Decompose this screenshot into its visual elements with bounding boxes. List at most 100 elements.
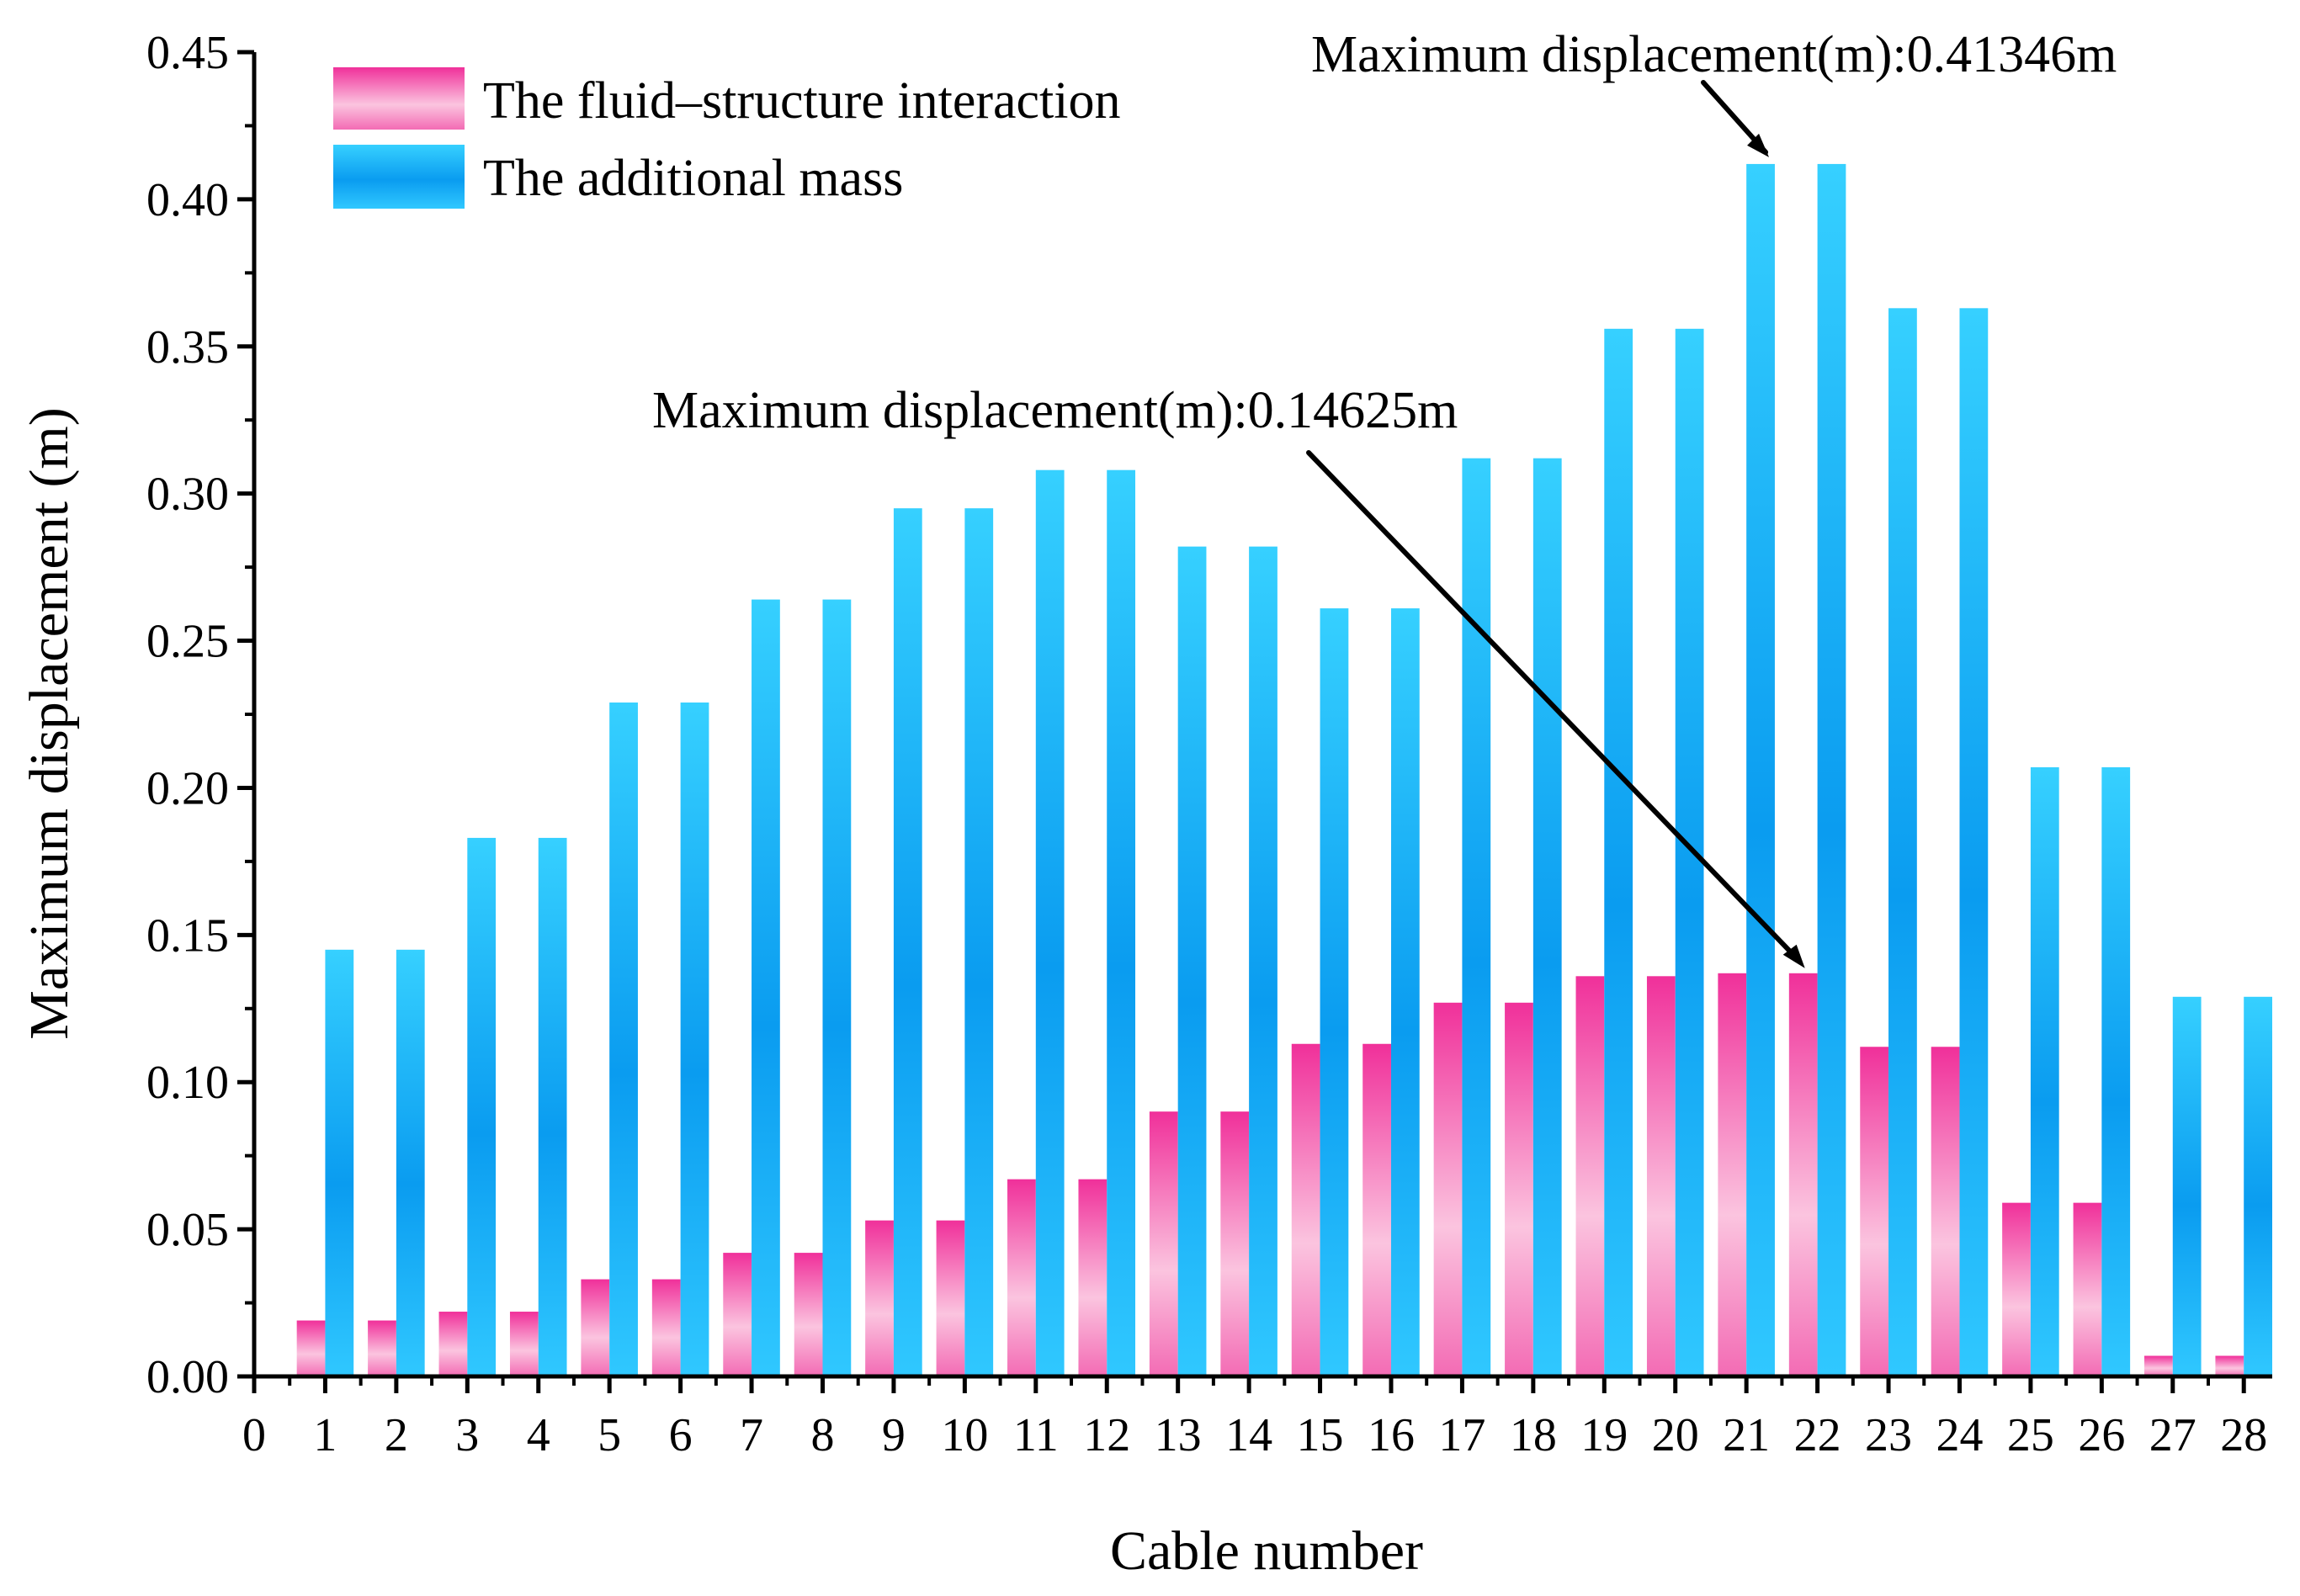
added-mass-bar <box>609 703 638 1376</box>
annotations-group: Maximum displacement(m):0.41346m Maximum … <box>652 26 2117 968</box>
x-tick-label: 13 <box>1155 1409 1202 1461</box>
added-mass-bar <box>1107 469 1136 1376</box>
x-tick-label: 5 <box>598 1409 621 1461</box>
added-mass-bar <box>396 949 425 1376</box>
y-tick-label: 0.35 <box>146 321 229 374</box>
bars-group <box>296 163 2272 1377</box>
fsi-bar <box>1718 973 1747 1376</box>
added-mass-bar <box>1320 608 1349 1376</box>
x-axis-title: Cable number <box>1110 1520 1423 1582</box>
added-mass-bar <box>1532 458 1562 1376</box>
added-mass-bar <box>1249 546 1277 1376</box>
added-mass-bar <box>964 508 994 1377</box>
added-mass-bar <box>1959 308 1989 1377</box>
annotation-max-additional-mass: Maximum displacement(m):0.41346m <box>1311 26 2117 83</box>
x-tick-label: 6 <box>669 1409 693 1461</box>
x-tick-label: 3 <box>455 1409 479 1461</box>
added-mass-bar <box>1817 163 1846 1377</box>
y-tick-label: 0.15 <box>146 909 229 962</box>
x-tick-label: 21 <box>1723 1409 1770 1461</box>
legend-swatch-fluid-structure <box>333 67 465 130</box>
added-mass-bar <box>538 837 567 1376</box>
fsi-bar <box>1007 1179 1036 1376</box>
x-tick-label: 22 <box>1794 1409 1841 1461</box>
annotation-max-fsi: Maximum displacement(m):0.14625m <box>652 382 1458 439</box>
added-mass-bar <box>2101 766 2131 1376</box>
fsi-bar <box>1505 1002 1533 1376</box>
y-axis-title: Maximum displacement (m) <box>19 407 80 1040</box>
x-tick-label: 12 <box>1083 1409 1130 1461</box>
x-tick-label: 16 <box>1368 1409 1415 1461</box>
x-tick-label: 2 <box>385 1409 408 1461</box>
added-mass-bar <box>1390 608 1420 1376</box>
y-ticks: 0.00 0.05 0.10 0.15 0.20 0.25 0.30 0.35 0.40 0.45 <box>146 27 254 1403</box>
y-tick-label: 0.45 <box>146 27 229 79</box>
x-tick-label: 14 <box>1225 1409 1272 1461</box>
added-mass-bar <box>1675 328 1704 1376</box>
x-tick-label: 27 <box>2149 1409 2196 1461</box>
legend: The fluid–structure interaction The addi… <box>333 67 1121 209</box>
annotation-arrowhead <box>1747 133 1770 157</box>
fsi-bar <box>1575 976 1605 1376</box>
added-mass-bar <box>893 508 922 1377</box>
added-mass-bar <box>2030 766 2059 1376</box>
y-tick-label: 0.10 <box>146 1057 229 1109</box>
x-tick-label: 0 <box>242 1409 266 1461</box>
axes-group: 0.00 0.05 0.10 0.15 0.20 0.25 0.30 0.35 0.40 0.45… <box>146 27 2272 1461</box>
fsi-bar <box>1220 1111 1250 1376</box>
added-mass-bar <box>1604 328 1633 1376</box>
x-tick-label: 4 <box>527 1409 550 1461</box>
y-tick-label: 0.40 <box>146 174 229 226</box>
y-tick-label: 0.25 <box>146 616 229 668</box>
x-tick-label: 9 <box>882 1409 906 1461</box>
fsi-bar <box>1931 1047 1960 1376</box>
fsi-bar <box>1788 973 1818 1376</box>
fsi-bar <box>1646 976 1676 1376</box>
fsi-bar <box>509 1312 539 1376</box>
added-mass-bar <box>2244 996 2272 1376</box>
fsi-bar <box>936 1220 965 1376</box>
annotation-line-max-fsi <box>1306 450 1801 962</box>
fsi-bar <box>865 1220 894 1376</box>
x-tick-label: 1 <box>313 1409 337 1461</box>
fsi-bar <box>296 1320 326 1376</box>
fsi-bar <box>2215 1355 2244 1376</box>
x-tick-label: 28 <box>2220 1409 2267 1461</box>
x-tick-label: 25 <box>2007 1409 2054 1461</box>
x-tick-label: 10 <box>941 1409 988 1461</box>
added-mass-bar <box>680 703 709 1376</box>
fsi-bar <box>1433 1002 1463 1376</box>
added-mass-bar <box>1177 546 1207 1376</box>
added-mass-bar <box>2172 996 2202 1376</box>
annotation-arrowhead <box>1782 944 1805 968</box>
added-mass-bar <box>752 599 780 1376</box>
fsi-bar <box>581 1279 610 1376</box>
x-tick-label: 20 <box>1652 1409 1699 1461</box>
x-ticks: 0 1 2 3 4 5 6 7 8 9 10 11 12 13 14 15 16 17 18 19 20 21 22 23 24… <box>242 1376 2267 1461</box>
added-mass-bar <box>822 599 852 1376</box>
x-tick-label: 26 <box>2078 1409 2125 1461</box>
fsi-bar <box>1860 1047 1889 1376</box>
y-tick-label: 0.20 <box>146 762 229 814</box>
legend-label-fluid-structure: The fluid–structure interaction <box>483 72 1121 130</box>
legend-label-additional-mass: The additional mass <box>483 150 903 207</box>
fsi-bar <box>438 1312 468 1376</box>
legend-swatch-additional-mass <box>333 145 465 209</box>
y-tick-label: 0.30 <box>146 469 229 521</box>
x-tick-label: 7 <box>740 1409 763 1461</box>
x-tick-label: 24 <box>1936 1409 1983 1461</box>
x-tick-label: 17 <box>1438 1409 1485 1461</box>
fsi-bar <box>1149 1111 1178 1376</box>
x-tick-label: 11 <box>1013 1409 1059 1461</box>
x-tick-label: 19 <box>1580 1409 1628 1461</box>
fsi-bar <box>794 1253 823 1376</box>
added-mass-bar <box>1888 308 1917 1377</box>
x-tick-label: 8 <box>810 1409 834 1461</box>
added-mass-bar <box>1746 163 1775 1377</box>
fsi-bar <box>368 1320 396 1376</box>
fsi-bar <box>2073 1202 2102 1376</box>
added-mass-bar <box>1462 458 1491 1376</box>
added-mass-bar <box>325 949 354 1376</box>
fsi-bar <box>651 1279 681 1376</box>
